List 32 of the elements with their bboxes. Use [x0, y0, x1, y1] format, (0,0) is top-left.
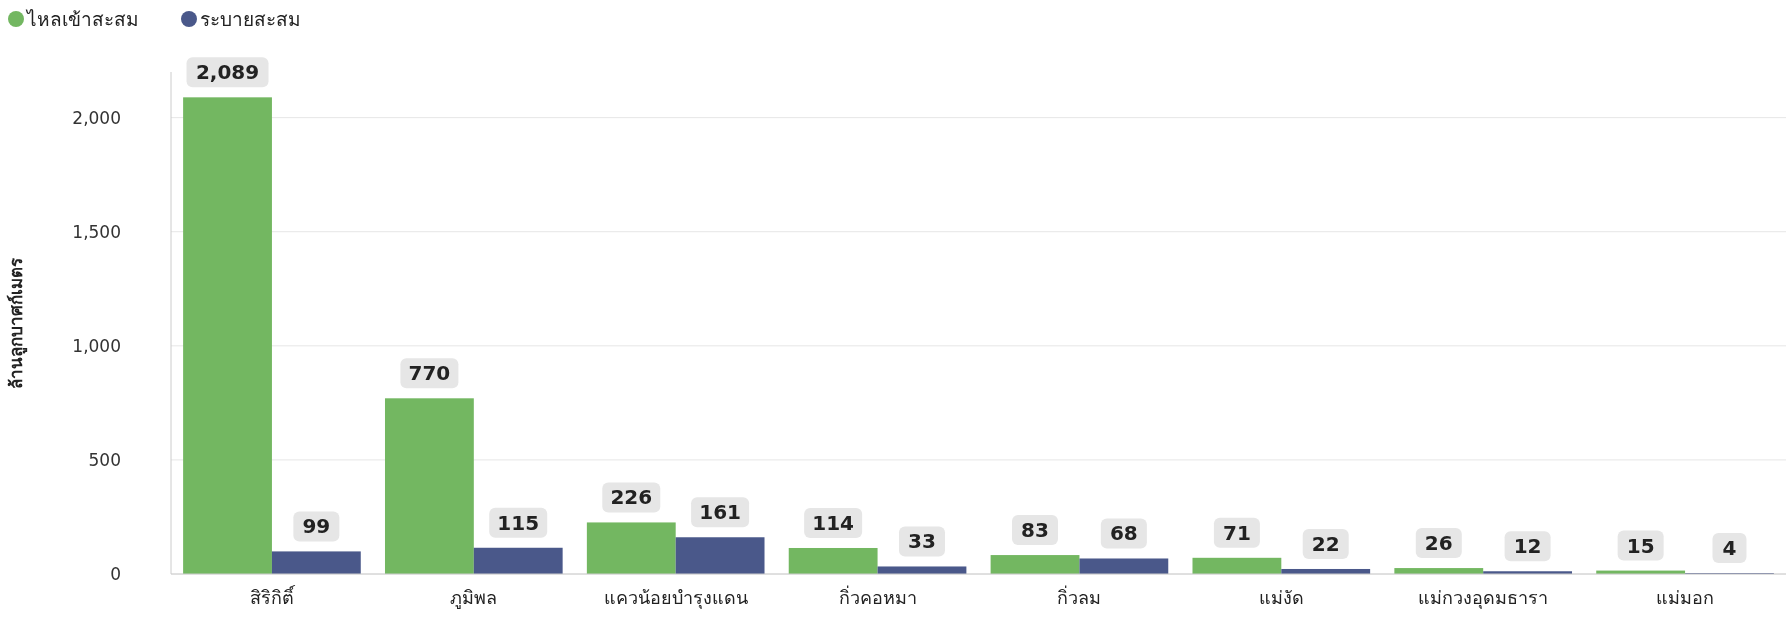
data-label: 2,089 [195, 60, 260, 85]
y-tick-label: 1,500 [72, 221, 121, 242]
data-label: 770 [408, 361, 451, 386]
y-tick-label: 500 [88, 449, 121, 470]
legend-label: ไหลเข้าสะสม [25, 7, 139, 30]
data-label: 71 [1222, 520, 1251, 545]
data-label: 22 [1311, 531, 1340, 556]
data-label: 68 [1109, 521, 1138, 546]
x-tick-label: แควน้อยบำรุงแดน [603, 587, 748, 609]
x-tick-label: แม่งัด [1258, 587, 1304, 608]
data-label: 33 [908, 529, 936, 554]
y-tick-label: 1,000 [72, 335, 121, 356]
legend-label: ระบายสะสม [200, 7, 301, 30]
x-tick-label: กิ่วคอหมา [838, 585, 917, 608]
data-label: 4 [1722, 536, 1737, 561]
data-label: 114 [812, 510, 855, 535]
data-label: 115 [497, 510, 540, 535]
y-tick-label: 0 [110, 563, 121, 584]
data-label: 15 [1626, 533, 1655, 558]
data-label: 26 [1424, 531, 1453, 556]
data-label: 99 [302, 514, 331, 539]
data-label: 83 [1021, 518, 1049, 543]
y-tick-label: 2,000 [72, 107, 121, 128]
data-label: 161 [699, 500, 741, 525]
data-label: 226 [610, 485, 653, 510]
x-tick-label: แม่กวงอุดมธารา [1418, 587, 1549, 609]
x-tick-label: กิ่วลม [1057, 585, 1102, 608]
data-label: 12 [1513, 534, 1542, 559]
y-axis-title: ล้านลูกบาศก์เมตร [6, 256, 28, 389]
x-tick-label: ภูมิพล [450, 587, 498, 609]
x-tick-label: แม่มอก [1656, 587, 1715, 608]
x-tick-label: สิริกิติ์ [249, 584, 296, 608]
